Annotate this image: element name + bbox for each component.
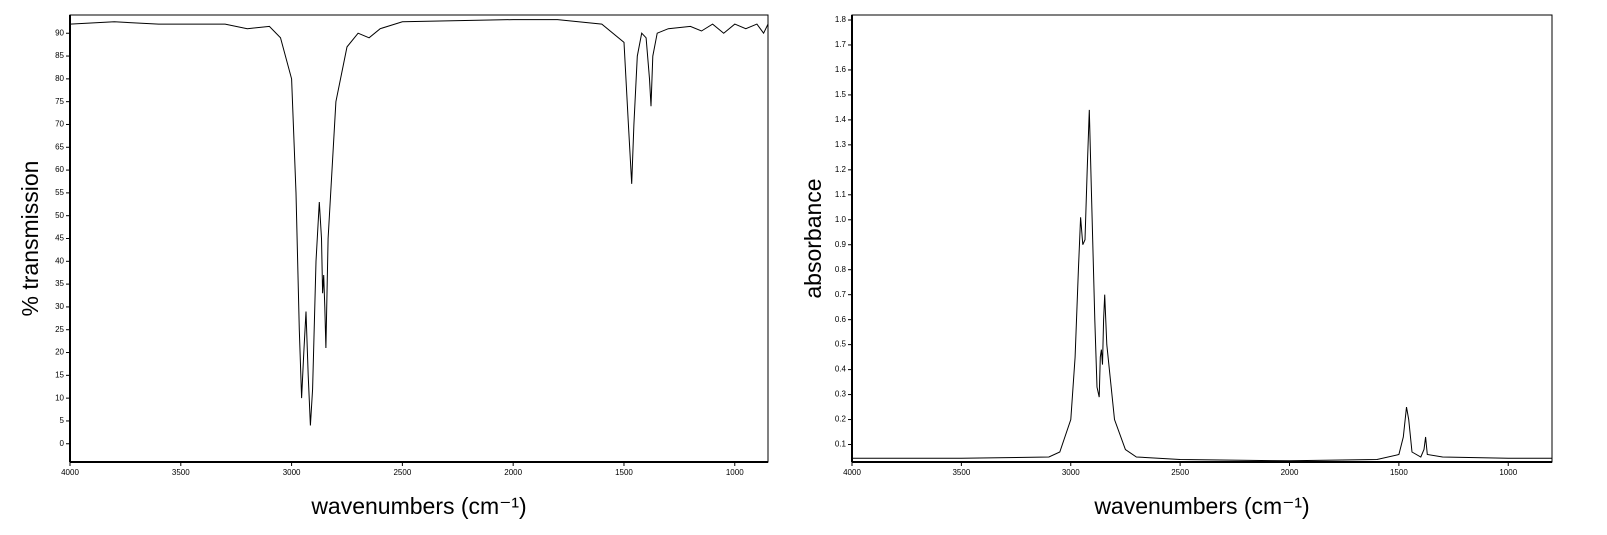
y-tick-label: 1.6 — [835, 65, 847, 74]
y-tick-label: 40 — [55, 256, 64, 265]
y-axis-title: absorbance — [800, 178, 826, 298]
x-tick-label: 3500 — [172, 468, 190, 477]
y-tick-label: 0.4 — [835, 365, 847, 374]
y-tick-label: 0.9 — [835, 240, 847, 249]
y-tick-label: 0.5 — [835, 340, 847, 349]
x-tick-label: 1500 — [615, 468, 633, 477]
y-tick-label: 65 — [55, 142, 64, 151]
plot-frame — [69, 14, 769, 463]
y-tick-label: 55 — [55, 188, 64, 197]
y-tick-label: 50 — [55, 211, 64, 220]
y-tick-label: 0.6 — [835, 315, 847, 324]
y-tick-label: 1.8 — [835, 15, 847, 24]
y-tick-label: 0.2 — [835, 415, 847, 424]
y-tick-label: 5 — [60, 416, 65, 425]
y-tick-label: 0.8 — [835, 265, 847, 274]
y-tick-label: 20 — [55, 348, 64, 357]
x-tick-label: 3000 — [1062, 468, 1080, 477]
y-tick-label: 1.5 — [835, 90, 847, 99]
x-tick-label: 4000 — [843, 468, 861, 477]
y-tick-label: 90 — [55, 28, 64, 37]
plot-frame — [851, 14, 1553, 463]
x-tick-label: 2000 — [1281, 468, 1299, 477]
x-tick-label: 2000 — [504, 468, 522, 477]
x-tick-label: 3500 — [952, 468, 970, 477]
y-tick-label: 30 — [55, 302, 64, 311]
x-axis-title: wavenumbers (cm⁻¹) — [1093, 493, 1309, 519]
x-tick-label: 2500 — [393, 468, 411, 477]
y-tick-label: 1.7 — [835, 40, 847, 49]
y-axis-title: % transmission — [17, 161, 43, 317]
y-tick-label: 1.2 — [835, 165, 847, 174]
y-tick-label: 10 — [55, 393, 64, 402]
y-tick-label: 75 — [55, 97, 64, 106]
x-axis-title: wavenumbers (cm⁻¹) — [310, 493, 526, 519]
y-tick-label: 1.4 — [835, 115, 847, 124]
y-tick-label: 1.1 — [835, 190, 847, 199]
y-tick-label: 85 — [55, 51, 64, 60]
y-tick-label: 25 — [55, 325, 64, 334]
y-tick-label: 80 — [55, 74, 64, 83]
x-tick-label: 1000 — [1499, 468, 1517, 477]
y-tick-label: 0.1 — [835, 440, 847, 449]
spectrum-line — [852, 109, 1552, 462]
y-tick-label: 1.3 — [835, 140, 847, 149]
y-tick-label: 45 — [55, 234, 64, 243]
y-tick-label: 1.0 — [835, 215, 847, 224]
y-tick-label: 0.3 — [835, 390, 847, 399]
x-tick-label: 4000 — [61, 468, 79, 477]
y-tick-label: 60 — [55, 165, 64, 174]
y-tick-label: 70 — [55, 120, 64, 129]
y-tick-label: 0.7 — [835, 290, 847, 299]
spectrum-line — [69, 19, 769, 426]
x-tick-label: 1000 — [726, 468, 744, 477]
x-tick-label: 3000 — [283, 468, 301, 477]
x-tick-label: 1500 — [1390, 468, 1408, 477]
y-tick-label: 0 — [60, 439, 65, 448]
x-tick-label: 2500 — [1171, 468, 1189, 477]
y-tick-label: 15 — [55, 370, 64, 379]
y-tick-label: 35 — [55, 279, 64, 288]
